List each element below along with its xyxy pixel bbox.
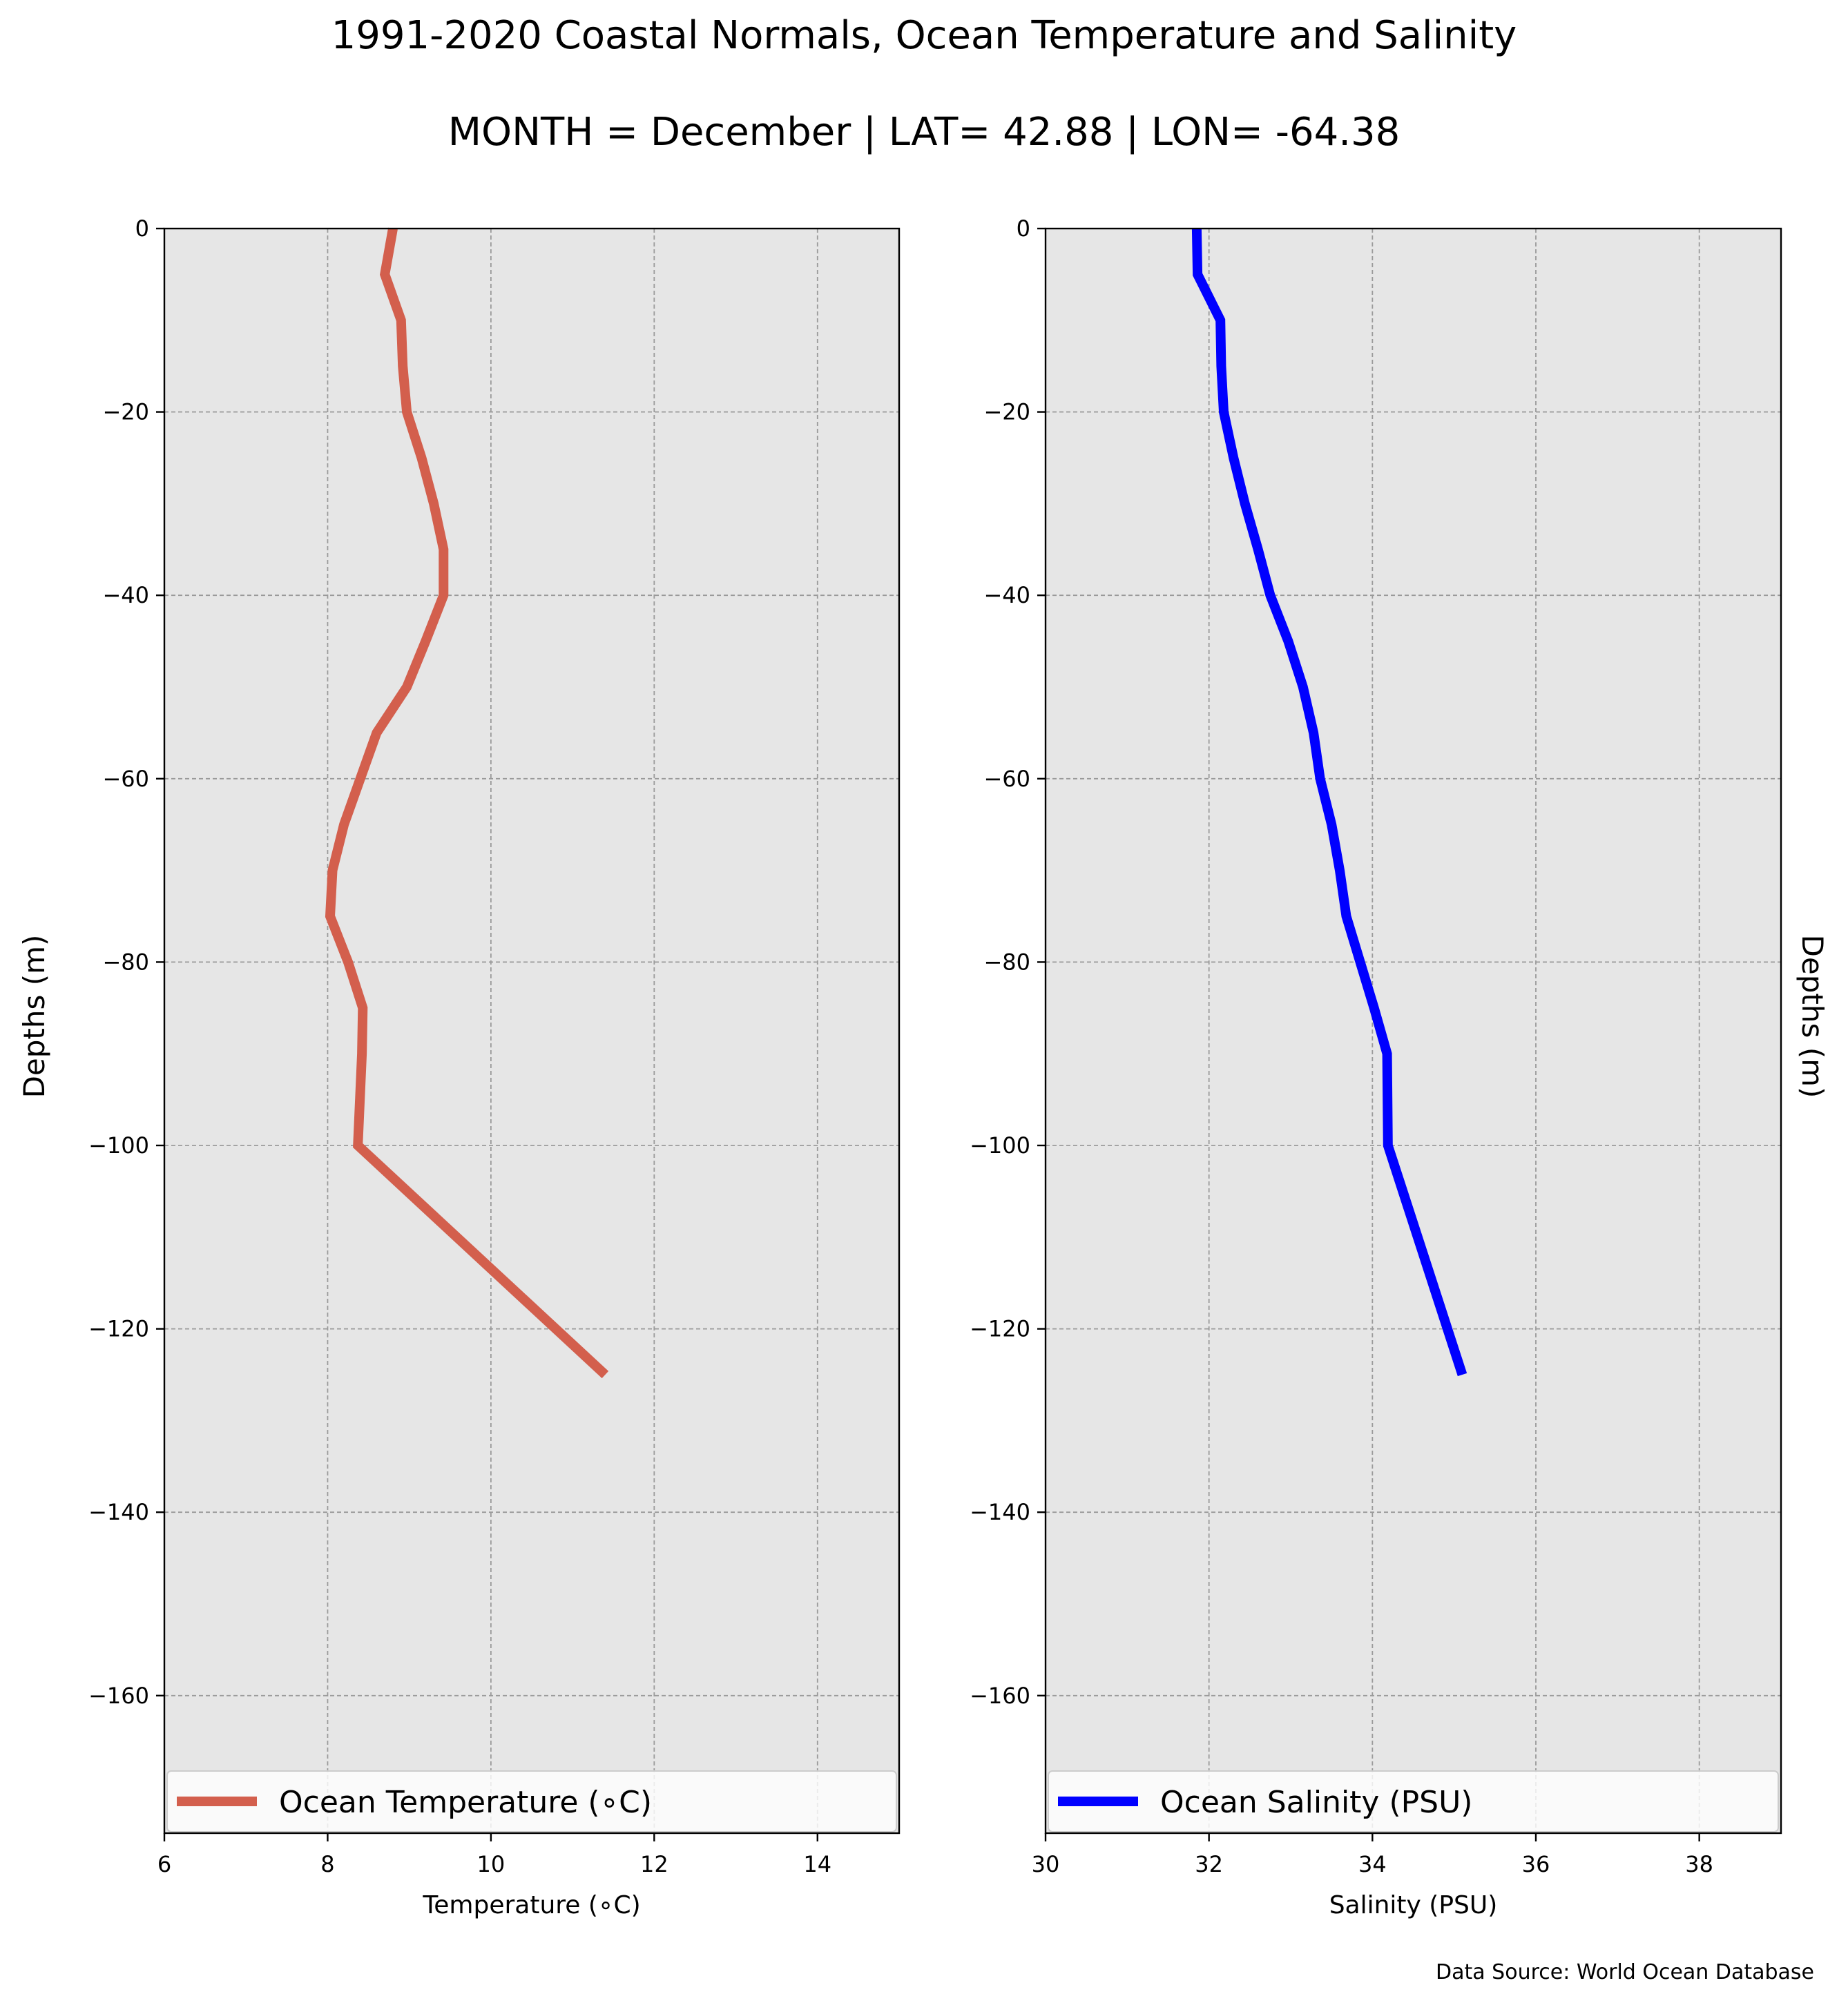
series-line bbox=[325, 227, 609, 1379]
y-tick-label: −60 bbox=[102, 766, 149, 792]
x-tick-label: 34 bbox=[1358, 1851, 1387, 1877]
x-axis-label: Salinity (PSU) bbox=[1329, 1891, 1498, 1919]
legend-box bbox=[166, 1770, 897, 1832]
x-tick-label: 6 bbox=[157, 1851, 171, 1877]
legend-label: Ocean Salinity (PSU) bbox=[1160, 1785, 1472, 1820]
x-tick-label: 36 bbox=[1522, 1851, 1550, 1877]
y-tick-label: −40 bbox=[983, 582, 1030, 608]
y-tick-label: −60 bbox=[983, 766, 1030, 792]
y-tick-label: 0 bbox=[1017, 215, 1030, 242]
data-source-note: Data Source: World Ocean Database bbox=[1436, 1960, 1814, 1984]
plot-background bbox=[164, 229, 899, 1833]
x-tick-label: 32 bbox=[1195, 1851, 1223, 1877]
left-y-axis-label: Depths (m) bbox=[17, 935, 51, 1099]
x-tick-label: 30 bbox=[1032, 1851, 1060, 1877]
axes-frame bbox=[163, 227, 901, 1835]
y-tick-label: −80 bbox=[102, 949, 149, 975]
y-tick-label: −100 bbox=[970, 1132, 1030, 1159]
y-tick-label: −20 bbox=[102, 399, 149, 425]
x-axis-label: Temperature (∘C) bbox=[422, 1891, 640, 1919]
y-tick-label: −80 bbox=[983, 949, 1030, 975]
x-tick-label: 14 bbox=[803, 1851, 831, 1877]
legend-label: Ocean Temperature (∘C) bbox=[279, 1785, 652, 1820]
legend-box bbox=[1048, 1770, 1779, 1832]
y-tick-label: −100 bbox=[88, 1132, 149, 1159]
right-y-axis-label: Depths (m) bbox=[1796, 935, 1829, 1099]
salinity-panel: Ocean Salinity (PSU) 30 32 34 36 38 0 −20 −40 −60… bbox=[970, 215, 1782, 1919]
y-tick-label: −140 bbox=[970, 1499, 1030, 1525]
y-tick-label: −120 bbox=[88, 1316, 149, 1342]
axes-frame bbox=[1044, 227, 1782, 1835]
temperature-panel: Ocean Temperature (∘C) 6 8 10 12 14 0 −20 −40 −60… bbox=[88, 215, 901, 1919]
series-line bbox=[1191, 228, 1467, 1377]
figure-subtitle: MONTH = December | LAT= 42.88 | LON= -64… bbox=[448, 110, 1401, 155]
y-tick-label: −160 bbox=[970, 1683, 1030, 1709]
x-tick-label: 38 bbox=[1685, 1851, 1713, 1877]
y-tick-label: −140 bbox=[88, 1499, 149, 1525]
x-tick-label: 12 bbox=[640, 1851, 668, 1877]
y-tick-label: −40 bbox=[102, 582, 149, 608]
x-tick-label: 8 bbox=[320, 1851, 334, 1877]
x-tick-label: 10 bbox=[477, 1851, 506, 1877]
figure-title: 1991-2020 Coastal Normals, Ocean Tempera… bbox=[331, 13, 1517, 58]
plot-background bbox=[1046, 229, 1781, 1833]
y-tick-label: −20 bbox=[983, 399, 1030, 425]
y-tick-label: 0 bbox=[135, 215, 149, 242]
y-tick-label: −120 bbox=[970, 1316, 1030, 1342]
y-tick-label: −160 bbox=[88, 1683, 149, 1709]
